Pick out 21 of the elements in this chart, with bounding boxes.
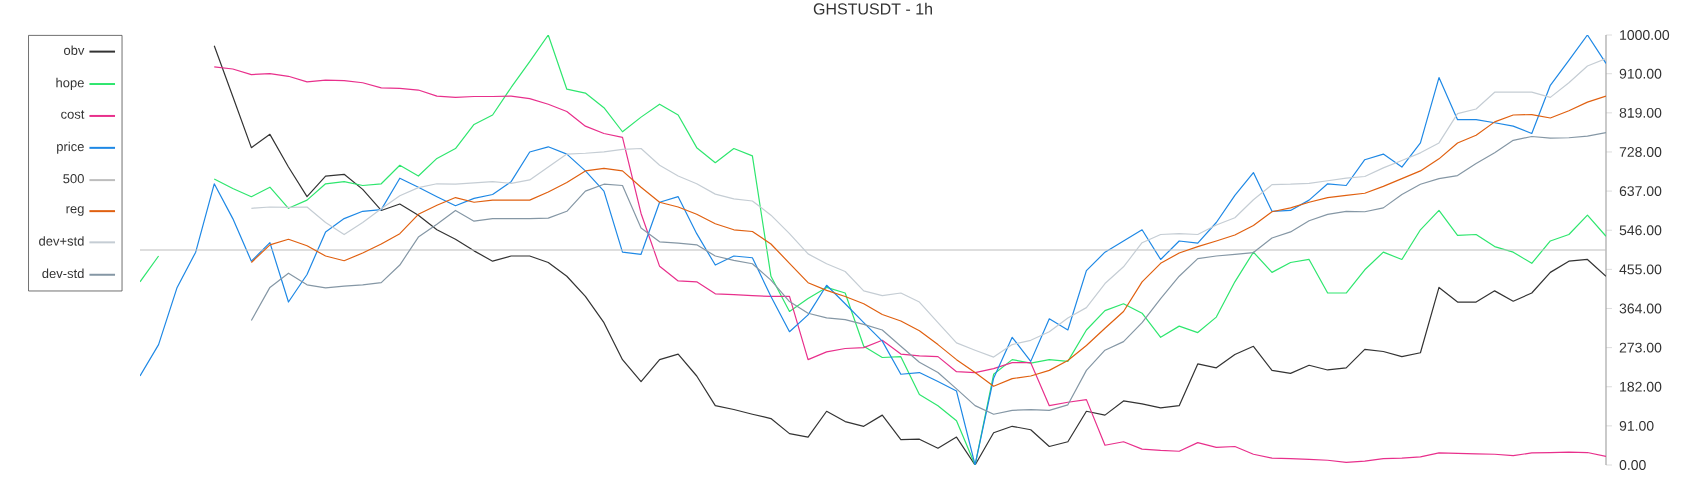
y-tick-label: 91.00	[1619, 420, 1654, 431]
y-tick-label: 364.00	[1619, 303, 1662, 314]
y-tick-label: 910.00	[1619, 68, 1662, 79]
legend-label: cost	[61, 110, 85, 119]
legend-label: price	[57, 141, 84, 154]
legend-label: dev+std	[39, 236, 84, 246]
y-tick-label: 455.00	[1619, 264, 1662, 275]
legend-label: reg	[66, 206, 84, 216]
chart-title: GHSTUSDT - 1h	[813, 2, 932, 15]
y-tick-label: 819.00	[1619, 107, 1662, 118]
y-tick-label: 637.00	[1619, 186, 1662, 197]
y-tick-label: 728.00	[1619, 147, 1662, 157]
legend-label: 500	[63, 174, 84, 184]
legend-label: dev-std	[42, 268, 84, 279]
legend-label: hope	[56, 77, 84, 90]
y-tick-label: 1000.00	[1620, 30, 1670, 40]
y-tick-label: 546.00	[1619, 225, 1662, 236]
y-tick-label: 273.00	[1619, 342, 1662, 353]
legend-label: obv	[64, 45, 85, 55]
y-tick-label: 182.00	[1620, 381, 1662, 392]
y-tick-label: 0.00	[1619, 460, 1646, 470]
